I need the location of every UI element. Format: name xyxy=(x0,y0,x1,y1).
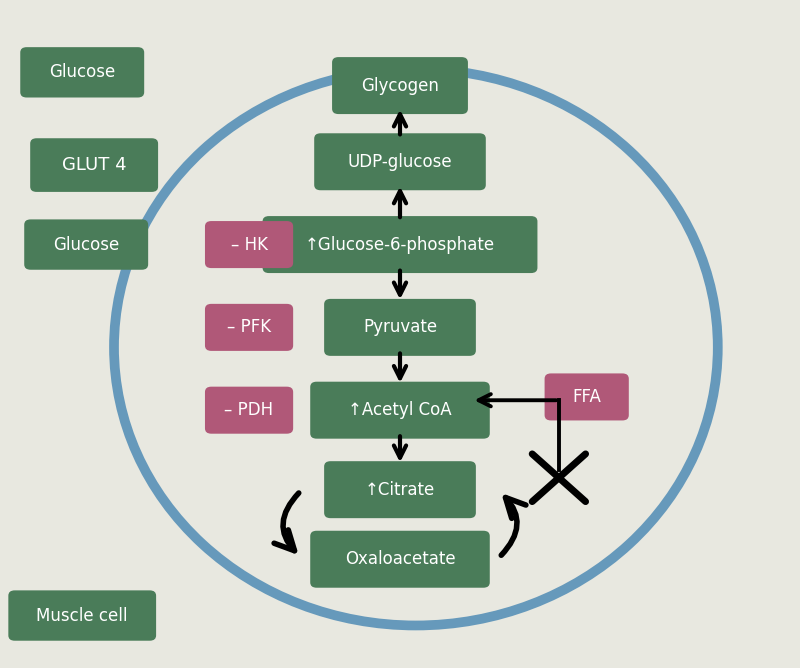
FancyBboxPatch shape xyxy=(20,47,144,98)
Text: ↑Citrate: ↑Citrate xyxy=(365,481,435,499)
FancyBboxPatch shape xyxy=(205,221,293,268)
FancyBboxPatch shape xyxy=(310,381,490,439)
FancyBboxPatch shape xyxy=(24,219,148,270)
FancyBboxPatch shape xyxy=(8,591,156,641)
Text: – HK: – HK xyxy=(230,236,267,254)
Text: Glucose: Glucose xyxy=(53,236,119,254)
Text: – PFK: – PFK xyxy=(227,319,271,337)
Text: Glucose: Glucose xyxy=(49,63,115,81)
FancyBboxPatch shape xyxy=(205,304,293,351)
FancyBboxPatch shape xyxy=(324,299,476,356)
Text: – PDH: – PDH xyxy=(225,401,274,420)
FancyBboxPatch shape xyxy=(324,461,476,518)
Text: Oxaloacetate: Oxaloacetate xyxy=(345,550,455,568)
Text: ↑Glucose-6-phosphate: ↑Glucose-6-phosphate xyxy=(305,236,495,254)
Text: GLUT 4: GLUT 4 xyxy=(62,156,126,174)
Text: ↑Acetyl CoA: ↑Acetyl CoA xyxy=(348,401,452,420)
Text: Muscle cell: Muscle cell xyxy=(37,607,128,625)
FancyBboxPatch shape xyxy=(205,387,293,434)
Text: UDP-glucose: UDP-glucose xyxy=(348,153,452,171)
Text: Glycogen: Glycogen xyxy=(361,77,439,95)
Text: Pyruvate: Pyruvate xyxy=(363,319,437,337)
Text: FFA: FFA xyxy=(572,388,601,406)
FancyBboxPatch shape xyxy=(545,373,629,420)
FancyBboxPatch shape xyxy=(310,531,490,588)
FancyBboxPatch shape xyxy=(262,216,538,273)
FancyBboxPatch shape xyxy=(30,138,158,192)
FancyBboxPatch shape xyxy=(332,57,468,114)
FancyBboxPatch shape xyxy=(314,134,486,190)
